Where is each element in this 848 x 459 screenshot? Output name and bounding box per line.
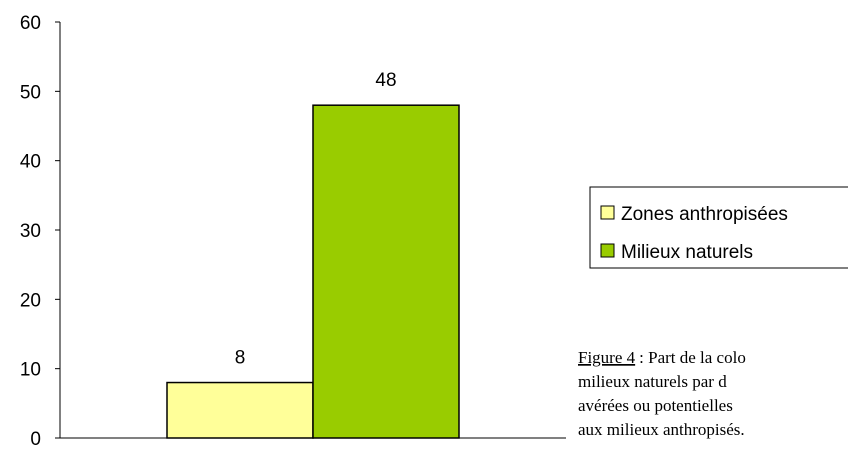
y-tick-label: 50: [20, 82, 41, 103]
value-label: 48: [375, 70, 396, 91]
legend-swatch: [600, 243, 615, 258]
y-tick-label: 0: [30, 429, 41, 450]
y-tick-label: 20: [20, 290, 41, 311]
bar: [312, 104, 460, 439]
legend-box: [589, 186, 848, 269]
y-tick-label: 60: [20, 13, 41, 34]
legend-swatch: [600, 205, 615, 220]
caption-line: : Part de la colo: [639, 348, 746, 367]
y-tick-label: 10: [20, 360, 41, 381]
y-tick-label: 30: [20, 221, 41, 242]
caption-line: aux milieux anthropisés.: [578, 420, 745, 439]
caption-label: Figure 4: [578, 348, 636, 367]
y-tick-label: 40: [20, 152, 41, 173]
bar: [166, 381, 314, 439]
value-label: 8: [235, 348, 246, 369]
caption-line: avérées ou potentielles: [578, 396, 733, 415]
legend-label: Milieux naturels: [621, 242, 753, 263]
legend-label: Zones anthropisées: [621, 204, 788, 225]
caption-line: milieux naturels par d: [578, 372, 727, 391]
